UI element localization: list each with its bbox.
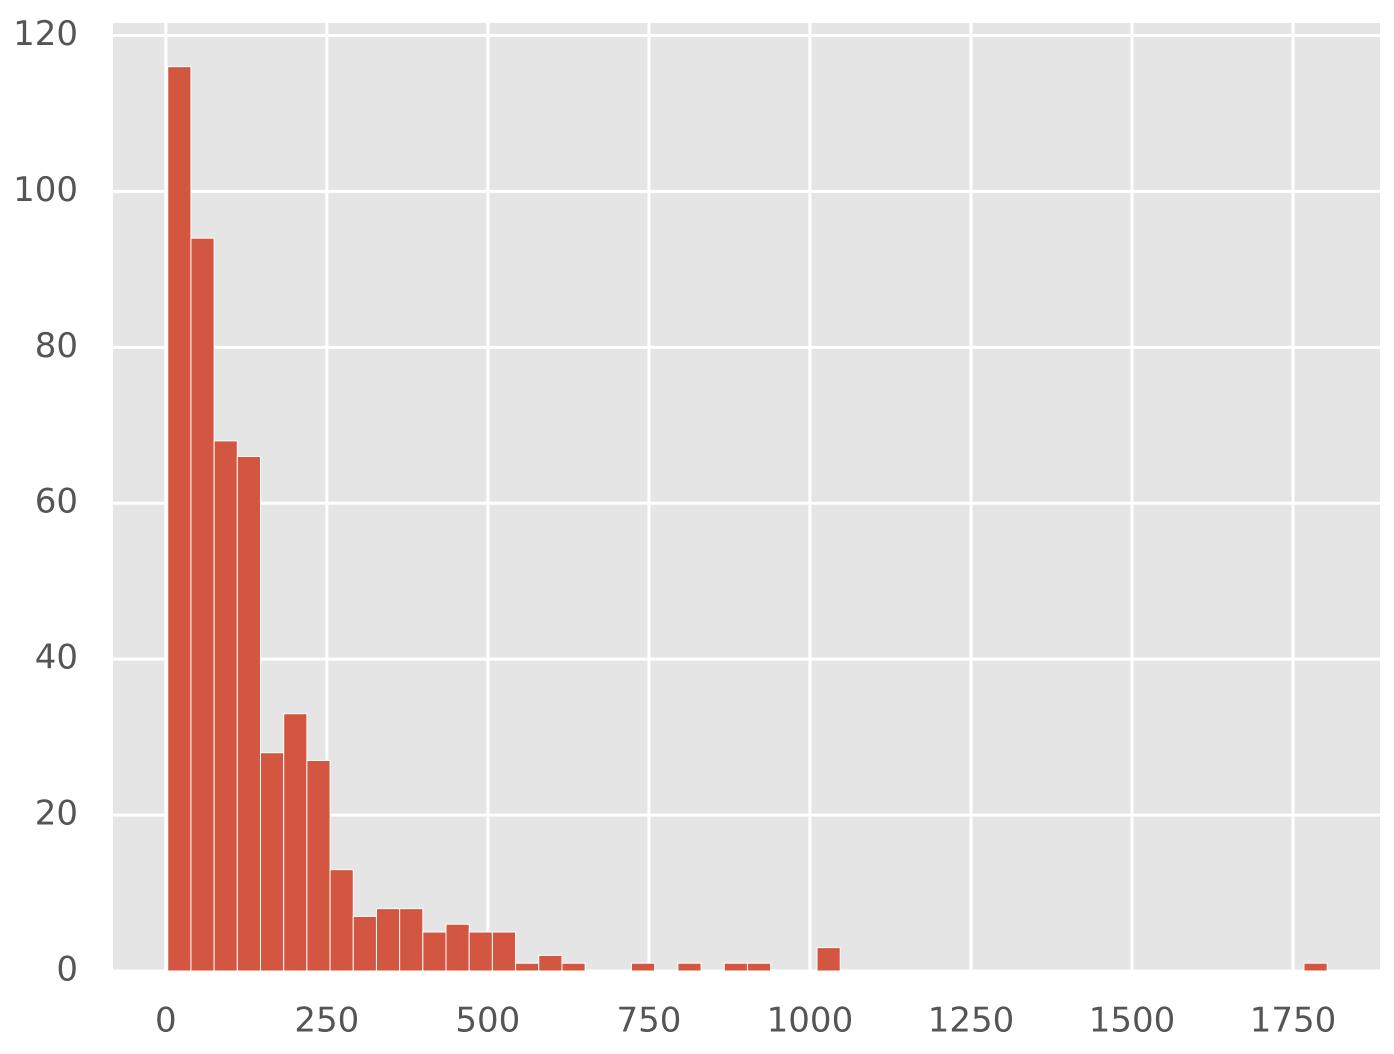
- x-tick-label: 1750: [1250, 1001, 1337, 1041]
- bar: [491, 931, 517, 972]
- x-tick-label: 1000: [767, 1001, 854, 1041]
- y-tick-label: 80: [35, 326, 78, 366]
- x-tick-label: 0: [155, 1001, 177, 1041]
- bar: [352, 915, 377, 972]
- bar: [236, 455, 262, 972]
- x-tick-label: 1250: [928, 1001, 1015, 1041]
- bar: [538, 954, 563, 972]
- x-tick-label: 1500: [1089, 1001, 1176, 1041]
- y-tick-label: 0: [56, 950, 78, 990]
- bar: [306, 760, 331, 972]
- bar: [816, 947, 841, 972]
- bar: [468, 931, 493, 972]
- bar: [631, 962, 656, 972]
- bar: [283, 713, 308, 972]
- bar: [723, 962, 748, 972]
- bar: [190, 237, 215, 972]
- bar: [677, 962, 702, 972]
- bar: [375, 908, 401, 972]
- x-tick-label: 750: [616, 1001, 681, 1041]
- x-tick-label: 500: [455, 1001, 520, 1041]
- bar: [422, 931, 447, 972]
- bar: [260, 752, 285, 972]
- bar: [515, 962, 540, 972]
- bar: [167, 66, 192, 972]
- y-tick-label: 100: [13, 170, 78, 210]
- bar: [329, 869, 354, 972]
- bar: [1303, 962, 1328, 972]
- bar: [445, 923, 470, 972]
- y-tick-label: 40: [35, 638, 78, 678]
- bar: [399, 908, 424, 972]
- y-tick-label: 60: [35, 482, 78, 522]
- bar: [213, 440, 238, 972]
- bar: [746, 962, 772, 972]
- y-tick-label: 20: [35, 794, 78, 834]
- bar: [561, 962, 586, 972]
- y-tick-label: 120: [13, 14, 78, 54]
- x-tick-label: 250: [294, 1001, 359, 1041]
